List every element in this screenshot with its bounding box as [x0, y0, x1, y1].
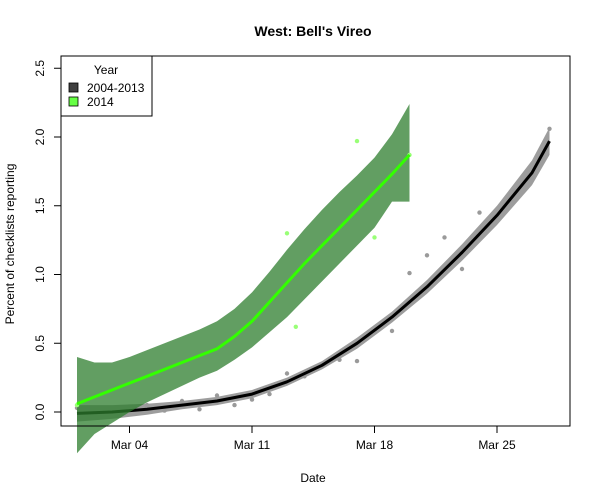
- x-axis-label: Date: [300, 471, 326, 485]
- data-point-2004-2013: [389, 328, 395, 334]
- data-point-2004-2013: [249, 397, 255, 402]
- fit-line-2014: [76, 153, 411, 406]
- y-tick-label: 2.5: [33, 60, 47, 77]
- y-tick-label: 1.0: [33, 266, 47, 283]
- data-point-2014: [284, 231, 290, 236]
- x-tick-label: Mar 25: [478, 438, 516, 452]
- y-tick-label: 1.5: [33, 197, 47, 214]
- legend-entry-label: 2004-2013: [87, 81, 145, 95]
- data-point-2004-2013: [459, 266, 465, 272]
- y-tick-label: 0.5: [33, 335, 47, 352]
- data-point-2004-2013: [197, 407, 202, 412]
- data-point-2004-2013: [477, 210, 482, 215]
- data-point-2004-2013: [214, 393, 220, 398]
- legend-entry-label: 2014: [87, 95, 114, 109]
- fit-line-2004-2013: [76, 140, 551, 415]
- data-point-2004-2013: [232, 402, 237, 408]
- data-point-2004-2013: [337, 357, 342, 362]
- legend-title: Year: [94, 63, 118, 77]
- y-axis-label: Percent of checklists reporting: [3, 164, 17, 325]
- legend-swatch: [68, 82, 79, 93]
- data-point-2004-2013: [424, 253, 430, 258]
- data-point-2014: [293, 324, 298, 329]
- plot-area: [74, 104, 552, 454]
- chart-title: West: Bell's Vireo: [254, 23, 371, 39]
- data-point-2004-2013: [354, 358, 360, 364]
- data-point-2004-2013: [442, 235, 447, 240]
- data-point-2004-2013: [407, 270, 412, 276]
- data-point-2004-2013: [179, 398, 185, 404]
- axes: Mar 04 Mar 11 Mar 18 Mar 25 0.0 0.5 1.0 1.5 2.0 2…: [33, 55, 571, 452]
- data-point-2004-2013: [144, 402, 150, 408]
- legend-swatch: [68, 96, 79, 107]
- x-tick-label: Mar 04: [111, 438, 149, 452]
- plot-frame: [60, 55, 571, 427]
- x-tick-label: Mar 11: [234, 438, 271, 452]
- data-point-2014: [354, 138, 360, 144]
- data-point-2004-2013: [547, 126, 552, 131]
- y-tick-label: 0.0: [33, 403, 47, 420]
- confidence-band-2014: [77, 104, 410, 454]
- data-point-2004-2013: [267, 391, 272, 397]
- y-tick-label: 2.0: [33, 128, 47, 145]
- x-tick-label: Mar 18: [356, 438, 394, 452]
- data-point-2004-2013: [284, 371, 290, 376]
- data-point-2004-2013: [162, 408, 167, 413]
- data-point-2014: [372, 235, 377, 240]
